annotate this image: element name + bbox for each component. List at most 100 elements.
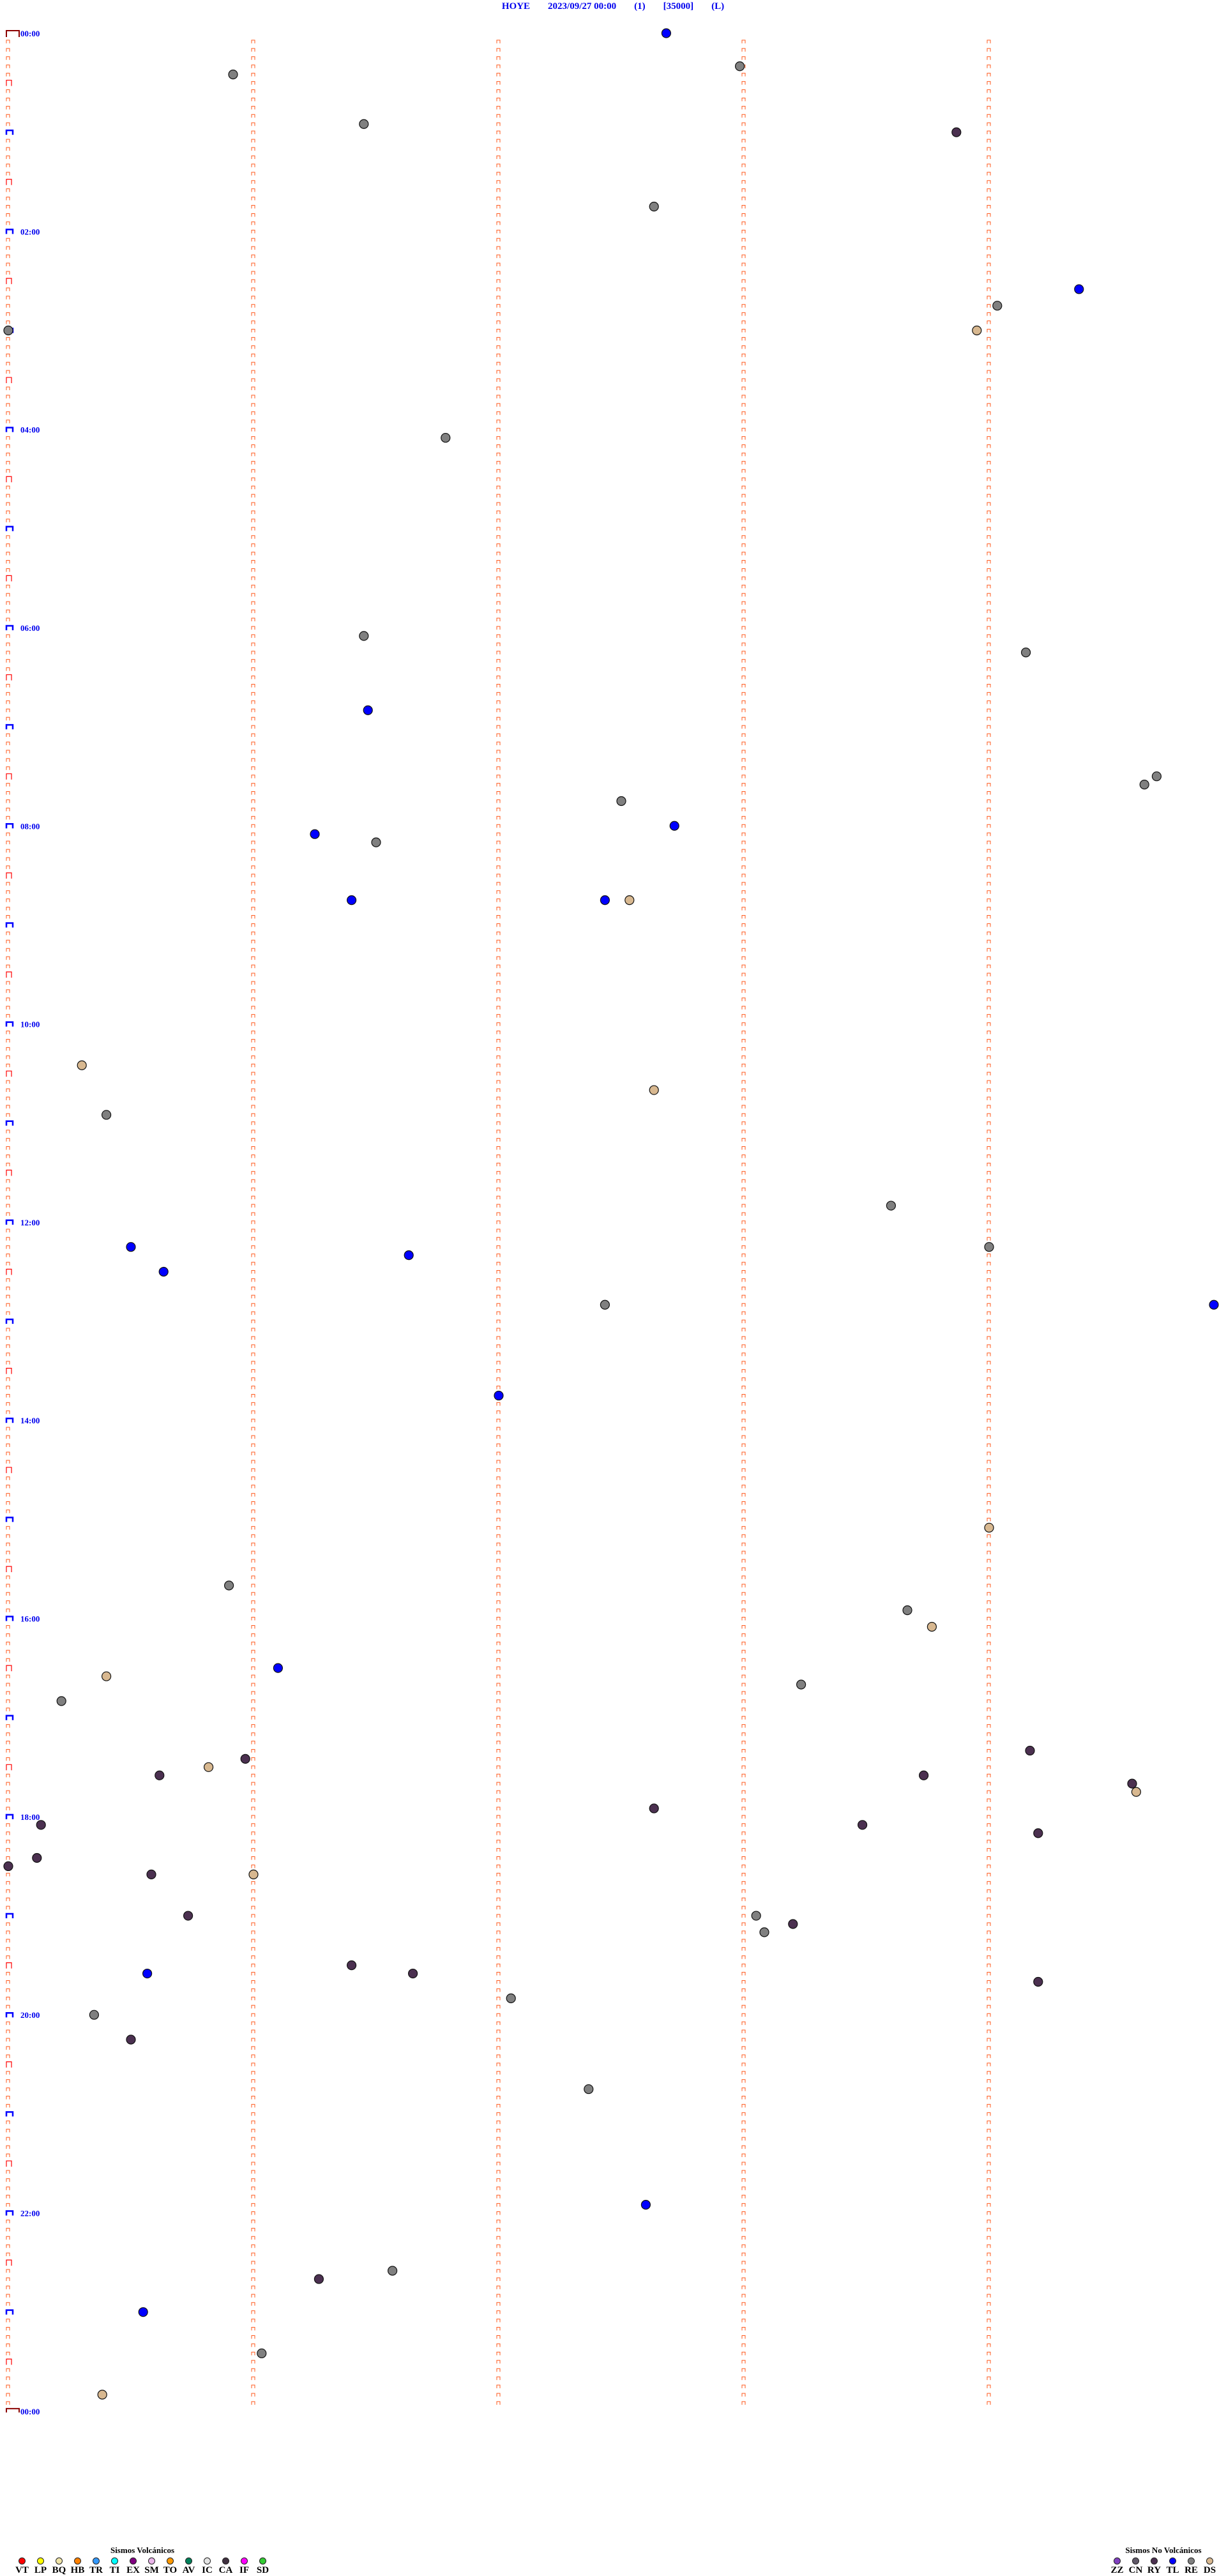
minor-tick [6, 890, 10, 894]
minute-column-tick [251, 997, 255, 1001]
minute-column-tick [987, 807, 991, 812]
minute-column-tick [741, 1352, 746, 1356]
minute-column-tick [496, 1716, 501, 1720]
minor-tick [6, 1988, 10, 1992]
minute-column-tick [251, 733, 255, 738]
minute-column-tick [741, 1691, 746, 1695]
minute-column-tick [987, 1567, 991, 1571]
minute-column-tick [987, 246, 991, 250]
minute-column-tick [987, 221, 991, 225]
minute-column-tick [251, 1303, 255, 1307]
minor-tick [6, 1741, 10, 1745]
minute-column-tick [741, 1303, 746, 1307]
minute-column-tick [251, 122, 255, 126]
minute-column-tick [251, 1460, 255, 1464]
minute-column-tick [496, 2285, 501, 2289]
minute-column-tick [251, 2236, 255, 2240]
minute-column-tick [251, 1517, 255, 1522]
minute-column-tick [741, 1609, 746, 1612]
minute-column-tick [741, 114, 746, 118]
minute-column-tick [251, 1625, 255, 1629]
minute-column-tick [987, 1435, 991, 1439]
half-hour-tick [6, 1962, 12, 1969]
minor-tick [6, 1179, 10, 1183]
legend-label: LP [34, 2565, 47, 2575]
minute-column-tick [496, 725, 501, 729]
minute-column-tick [496, 1294, 501, 1299]
minute-column-tick [251, 353, 255, 358]
minute-column-tick [987, 2145, 991, 2149]
minor-tick [6, 1435, 10, 1439]
minute-column-tick [251, 1344, 255, 1348]
minute-column-tick [741, 2335, 746, 2339]
minute-column-tick [741, 345, 746, 349]
minute-column-tick [496, 1840, 501, 1844]
minute-column-tick [987, 766, 991, 770]
minute-column-tick [987, 328, 991, 333]
minute-column-tick [496, 1964, 501, 1967]
minute-column-tick [987, 799, 991, 803]
minute-column-tick [987, 2277, 991, 2281]
minor-tick [6, 287, 10, 291]
minute-column-tick [251, 1550, 255, 1555]
minute-column-tick [496, 849, 501, 853]
minute-column-tick [741, 1633, 746, 1637]
minor-tick [6, 2384, 10, 2389]
minute-column-tick [741, 1765, 746, 1769]
minute-column-tick [496, 1121, 501, 1125]
minute-column-tick [987, 361, 991, 366]
minute-column-tick [496, 1641, 501, 1646]
minute-column-tick [251, 1468, 255, 1472]
minute-column-tick [496, 2087, 501, 2091]
minute-column-tick [741, 1063, 746, 1068]
minute-column-tick [251, 403, 255, 407]
minor-tick [6, 1262, 10, 1266]
minute-column-tick [251, 172, 255, 176]
minor-tick [6, 1699, 10, 1703]
minor-tick [6, 1509, 10, 1513]
minute-column-tick [496, 139, 501, 143]
minute-column-tick [987, 2137, 991, 2141]
minor-tick [6, 1559, 10, 1563]
hour-label: 10:00 [20, 1020, 40, 1029]
minute-column-tick [496, 1922, 501, 1926]
minute-column-tick [741, 130, 746, 135]
minor-tick [6, 1773, 10, 1778]
minute-column-tick [987, 1980, 991, 1984]
minute-column-tick [251, 758, 255, 762]
minor-tick [6, 221, 10, 225]
minor-tick [6, 750, 10, 754]
minute-column-tick [496, 1204, 501, 1208]
minute-column-tick [496, 1708, 501, 1711]
minute-column-tick [741, 296, 746, 299]
minute-column-tick [741, 2004, 746, 2009]
minute-column-tick [496, 758, 501, 762]
minute-column-tick [496, 1063, 501, 1068]
minute-column-tick [987, 634, 991, 638]
event-marker-tl [346, 895, 357, 905]
minute-column-tick [496, 1831, 501, 1835]
minute-column-tick [741, 1848, 746, 1852]
minor-tick [6, 1609, 10, 1612]
minute-column-tick [496, 824, 501, 828]
minute-column-tick [496, 1691, 501, 1695]
minute-column-tick [496, 2021, 501, 2026]
minor-tick [6, 1807, 10, 1810]
minute-column-tick [496, 683, 501, 688]
minute-column-tick [496, 2244, 501, 2248]
minute-column-tick [741, 815, 746, 820]
minute-column-tick [251, 1840, 255, 1844]
minor-tick [6, 337, 10, 341]
legend-label: TL [1166, 2565, 1179, 2575]
minor-tick [6, 584, 10, 589]
minute-column-tick [987, 163, 991, 167]
minute-column-tick [987, 2244, 991, 2248]
legend-swatch [259, 2557, 266, 2565]
minute-column-tick [496, 1146, 501, 1150]
minute-column-tick [987, 890, 991, 894]
minute-column-tick [987, 1286, 991, 1291]
minute-column-tick [496, 2162, 501, 2165]
minute-column-tick [251, 964, 255, 969]
minute-column-tick [987, 708, 991, 713]
